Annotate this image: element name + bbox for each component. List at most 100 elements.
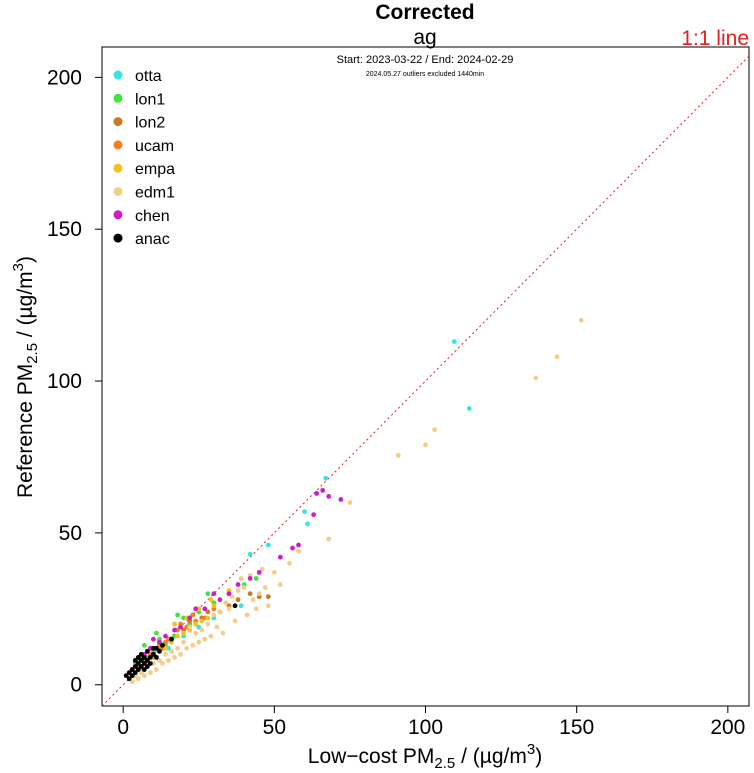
point-empa — [193, 621, 199, 627]
point-edm1 — [226, 606, 232, 612]
point-chen — [172, 627, 177, 633]
point-ucam — [163, 639, 168, 645]
point-otta — [323, 475, 329, 481]
point-chen — [163, 633, 168, 639]
point-lon1 — [205, 591, 211, 597]
chart-subtitle: ag — [413, 26, 436, 49]
legend-label-lon1: lon1 — [135, 91, 165, 108]
legend-label-lon2: lon2 — [135, 115, 165, 132]
point-edm1 — [259, 566, 265, 572]
x-tick-label: 200 — [710, 716, 745, 739]
series-anac — [123, 603, 238, 682]
point-empa — [181, 630, 187, 636]
point-lon1 — [253, 576, 259, 581]
point-chen — [326, 494, 332, 499]
point-chen — [320, 487, 326, 493]
point-lon2 — [205, 609, 211, 615]
point-edm1 — [432, 427, 437, 433]
point-edm1 — [166, 658, 171, 663]
point-anac — [147, 661, 153, 666]
legend-label-otta: otta — [135, 68, 162, 85]
point-otta — [265, 542, 271, 548]
point-edm1 — [395, 453, 401, 458]
point-ucam — [190, 612, 196, 618]
point-anac — [144, 664, 150, 669]
y-tick-label: 200 — [47, 66, 82, 89]
point-edm1 — [250, 597, 256, 603]
y-tick-label: 100 — [47, 370, 82, 393]
point-edm1 — [190, 642, 196, 648]
point-edm1 — [181, 639, 187, 645]
point-otta — [451, 339, 457, 344]
point-lon1 — [141, 642, 147, 648]
point-edm1 — [175, 645, 180, 651]
point-edm1 — [172, 655, 177, 660]
x-axis: 0 50 100 150 200 — [117, 705, 745, 739]
point-edm1 — [205, 621, 211, 627]
point-edm1 — [223, 600, 229, 606]
point-edm1 — [211, 612, 217, 618]
point-chen — [187, 615, 193, 621]
point-edm1 — [193, 630, 199, 636]
point-edm1 — [423, 442, 428, 448]
point-otta — [247, 551, 253, 557]
point-edm1 — [238, 576, 244, 581]
point-chen — [226, 591, 232, 597]
point-edm1 — [157, 658, 162, 663]
point-anac — [141, 667, 147, 672]
point-otta — [305, 521, 310, 527]
point-edm1 — [154, 667, 159, 672]
point-edm1 — [235, 588, 241, 593]
point-lon1 — [154, 630, 159, 636]
point-lon1 — [175, 612, 180, 618]
point-edm1 — [220, 630, 226, 636]
point-otta — [196, 624, 202, 630]
point-chen — [193, 606, 199, 612]
point-edm1 — [241, 585, 247, 590]
point-edm1 — [262, 585, 268, 590]
point-empa — [175, 633, 180, 639]
legend-marker-empa — [113, 163, 123, 173]
chart-title: Corrected — [375, 1, 474, 24]
point-chen — [157, 639, 162, 645]
point-anac — [144, 658, 150, 663]
point-edm1 — [163, 651, 168, 657]
y-tick-label: 0 — [70, 674, 82, 697]
point-edm1 — [326, 536, 332, 542]
point-edm1 — [229, 594, 235, 600]
point-anac — [160, 642, 165, 648]
point-otta — [238, 603, 244, 609]
point-edm1 — [347, 500, 353, 505]
point-anac — [141, 655, 147, 660]
x-tick-label: 100 — [408, 716, 443, 739]
x-axis-label: Low−cost PM2.5 / (µg/m3) — [308, 741, 542, 772]
point-anac — [154, 655, 159, 660]
point-anac — [144, 648, 150, 654]
point-chen — [256, 569, 262, 575]
x-tick-label: 50 — [263, 716, 286, 739]
point-anac — [129, 667, 135, 672]
point-otta — [466, 405, 472, 411]
point-edm1 — [208, 633, 214, 639]
point-anac — [132, 664, 138, 669]
outlier-note: 2024.05.27 outliers excluded 1440min — [366, 71, 484, 78]
point-anac — [135, 655, 141, 660]
point-anac — [135, 667, 141, 672]
point-anac — [150, 651, 156, 657]
point-empa — [163, 645, 168, 651]
legend-label-edm1: edm1 — [135, 185, 175, 202]
legend-marker-lon1 — [113, 93, 123, 103]
point-edm1 — [199, 627, 205, 633]
date-range-label: Start: 2023-03-22 / End: 2024-02-29 — [337, 54, 514, 66]
point-anac — [138, 658, 144, 663]
point-chen — [150, 636, 156, 642]
point-edm1 — [253, 606, 259, 612]
point-edm1 — [265, 603, 271, 609]
x-tick-label: 150 — [559, 716, 594, 739]
point-edm1 — [184, 645, 190, 651]
point-edm1 — [141, 673, 147, 679]
point-anac — [123, 673, 129, 679]
point-lon2 — [247, 591, 253, 597]
point-edm1 — [160, 661, 165, 666]
point-lon2 — [265, 594, 271, 600]
